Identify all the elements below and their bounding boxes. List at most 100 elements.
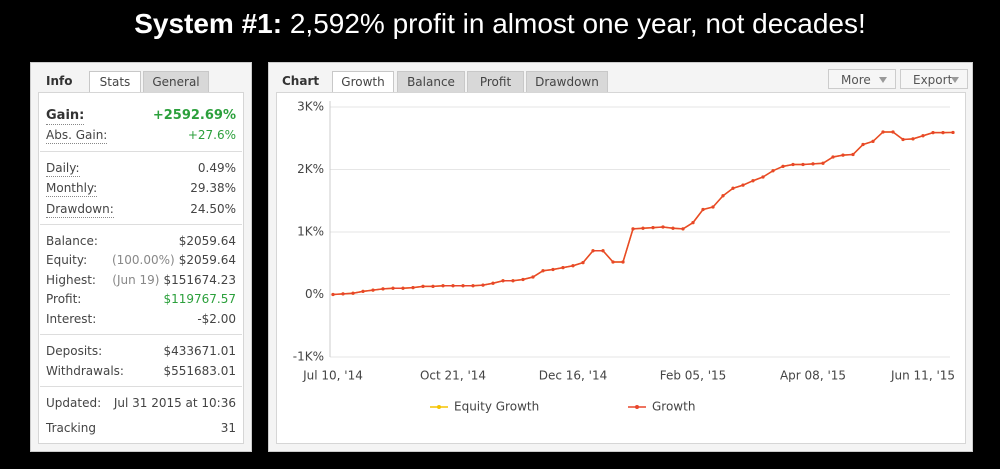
series-point (741, 183, 745, 187)
stat-label: Highest: (46, 273, 96, 287)
series-point (361, 289, 365, 293)
series-point (891, 130, 895, 134)
stat-row: Balance: $2059.64 (46, 233, 236, 249)
separator (40, 151, 242, 152)
x-tick-label: Dec 16, '14 (539, 369, 608, 383)
legend-label: Growth (652, 400, 695, 414)
series-point (381, 287, 385, 291)
stat-value-text: $119767.57 (163, 292, 236, 306)
series-point (711, 205, 715, 209)
y-tick-label: 3K% (297, 100, 324, 114)
stat-label: Daily: (46, 161, 80, 177)
series-point (791, 162, 795, 167)
series-point (551, 267, 555, 272)
series-point (471, 284, 475, 288)
series-point (621, 260, 625, 264)
profit-tab[interactable]: Profit (467, 71, 524, 92)
series-point (851, 152, 855, 157)
series-point (461, 284, 465, 288)
stat-row: Highest: (Jun 19) $151674.23 (46, 272, 236, 288)
y-tick-label: 2K% (297, 162, 324, 176)
headline: System #1: 2,592% profit in almost one y… (0, 8, 1000, 40)
series-point (861, 142, 865, 147)
general-tab[interactable]: General (143, 71, 209, 92)
series-point (581, 261, 585, 265)
stat-value: 29.38% (190, 180, 236, 196)
stat-value-text: $151674.23 (163, 273, 236, 287)
more-button[interactable]: More (828, 69, 896, 89)
series-point (331, 292, 335, 297)
stat-value: 31 (221, 420, 236, 436)
balance-tab[interactable]: Balance (397, 71, 465, 92)
stats-tab[interactable]: Stats (89, 71, 141, 92)
stat-label: Withdrawals: (46, 364, 124, 378)
separator (40, 224, 242, 225)
stat-label: Gain: (46, 108, 85, 125)
stat-row: Gain: +2592.69% (46, 108, 236, 125)
stat-value: $433671.01 (163, 343, 236, 359)
stat-label: Tracking (46, 421, 96, 435)
stat-label: Abs. Gain: (46, 128, 108, 144)
legend-label: Equity Growth (454, 400, 539, 414)
series-point (801, 162, 805, 167)
stat-value-text: +2592.69% (152, 108, 236, 123)
series-point (821, 161, 825, 165)
series-point (451, 284, 455, 288)
x-tick-label: Apr 08, '15 (780, 369, 846, 383)
stat-row: Abs. Gain: +27.6% (46, 127, 236, 144)
legend-dot (437, 405, 441, 409)
series-point (631, 227, 635, 231)
y-tick-label: 0% (305, 287, 324, 301)
y-tick-label: -1K% (293, 350, 324, 364)
info-box (38, 92, 244, 444)
stat-value: 0.49% (198, 160, 236, 176)
stat-row: Daily: 0.49% (46, 160, 236, 177)
stat-row: Tracking 31 (46, 420, 236, 436)
stat-value-text: +27.6% (187, 128, 236, 142)
stat-label: Deposits: (46, 344, 103, 358)
series-point (611, 260, 615, 264)
stat-value-text: -$2.00 (197, 312, 236, 326)
stat-value: (Jun 19) $151674.23 (112, 272, 236, 288)
stat-label: Balance: (46, 234, 98, 248)
x-tick-label: Jul 10, '14 (302, 369, 363, 383)
chart-box (276, 92, 966, 444)
stat-row: Monthly: 29.38% (46, 180, 236, 197)
series-point (901, 137, 905, 142)
series-point (561, 266, 565, 270)
series-point (491, 281, 495, 285)
stat-value-text: Jul 31 2015 at 10:36 (113, 396, 236, 410)
stat-value: -$2.00 (197, 311, 236, 327)
series-point (721, 194, 725, 198)
stat-label: Profit: (46, 292, 82, 306)
stat-value: $119767.57 (163, 291, 236, 307)
stat-value: +2592.69% (153, 108, 236, 124)
export-button[interactable]: Export (900, 69, 968, 89)
stat-value: (100.00%) $2059.64 (112, 252, 236, 268)
series-point (941, 131, 945, 135)
series-point (521, 277, 525, 282)
series-point (411, 286, 415, 290)
series-point (701, 207, 705, 212)
stat-row: Updated: Jul 31 2015 at 10:36 (46, 395, 236, 411)
headline-bold: System #1: (134, 8, 283, 39)
growth-tab[interactable]: Growth (332, 71, 394, 92)
series-point (441, 284, 445, 288)
stat-note: (100.00%) (111, 253, 175, 267)
series-point (641, 226, 645, 230)
separator (40, 334, 242, 335)
drawdown-tab[interactable]: Drawdown (526, 71, 608, 92)
series-point (651, 226, 655, 230)
stat-value: 24.50% (190, 201, 236, 217)
series-point (921, 134, 925, 138)
series-point (511, 279, 515, 283)
stat-label: Drawdown: (46, 202, 114, 218)
y-tick-label: 1K% (297, 225, 324, 239)
series-point (871, 139, 875, 143)
stat-row: Interest: -$2.00 (46, 311, 236, 327)
headline-text: 2,592% profit in almost one year, not de… (289, 8, 866, 39)
stat-value: $551683.01 (163, 363, 236, 379)
x-tick-label: Oct 21, '14 (420, 369, 486, 383)
